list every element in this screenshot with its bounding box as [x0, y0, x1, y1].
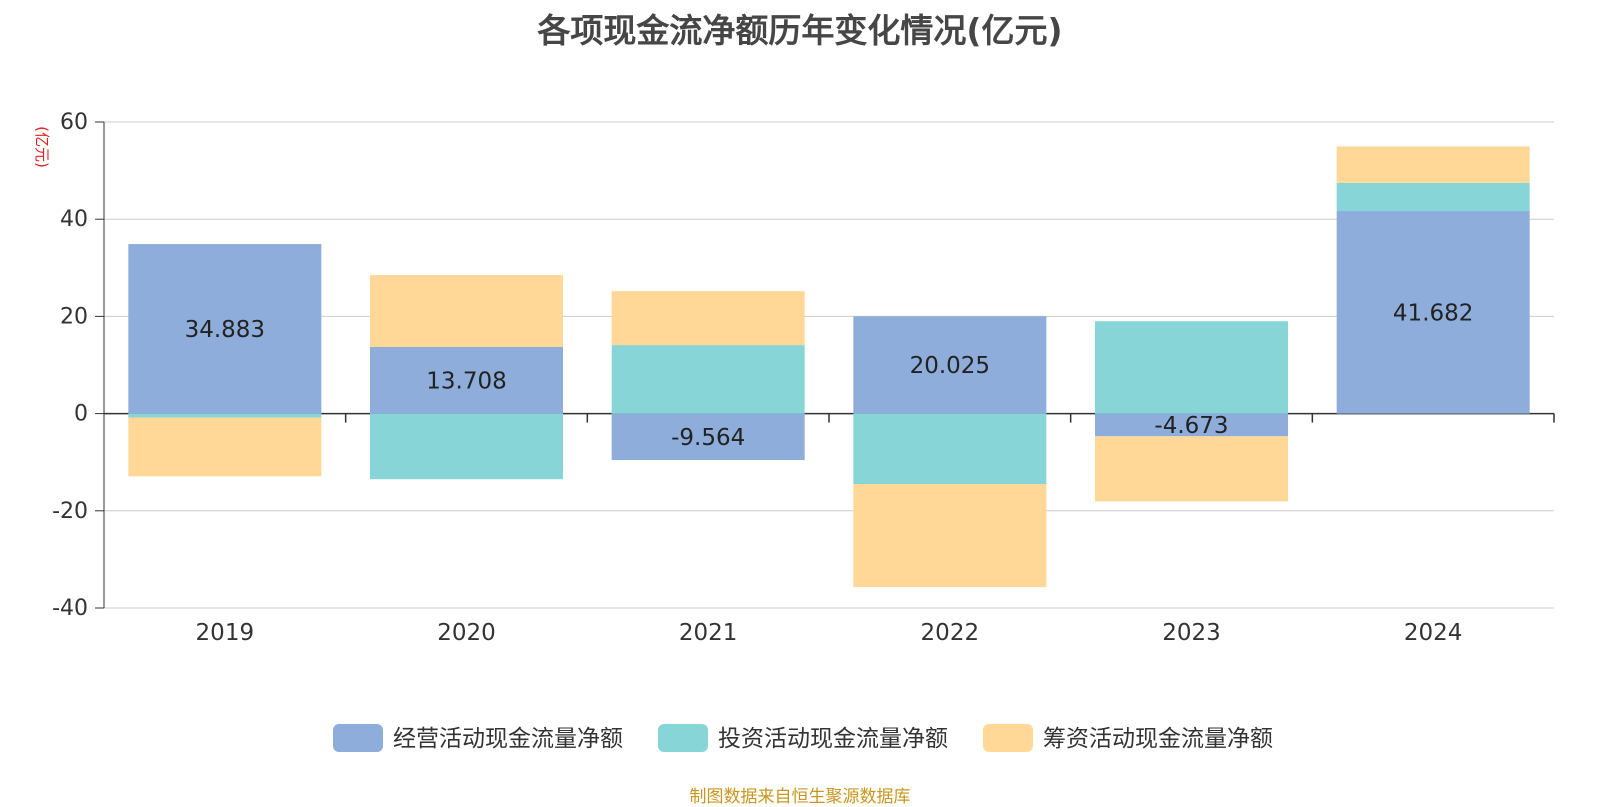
y-tick-label: 60 — [60, 110, 88, 135]
bar-investing-2023 — [1095, 321, 1288, 414]
legend-swatch — [983, 724, 1033, 752]
bar-investing-2021 — [611, 345, 805, 414]
data-label: 13.708 — [426, 368, 506, 394]
bar-financing-2022 — [853, 484, 1047, 588]
bar-operating-2022 — [853, 316, 1047, 414]
data-label: 20.025 — [910, 353, 990, 379]
bar-financing-2021 — [611, 291, 805, 346]
chart-title: 各项现金流净额历年变化情况(亿元) — [537, 11, 1063, 50]
legend-label: 经营活动现金流量净额 — [393, 726, 623, 752]
bar-investing-2020 — [370, 413, 563, 480]
bar-financing-2020 — [370, 275, 563, 347]
data-label: 41.682 — [1393, 300, 1473, 326]
legend-label: 筹资活动现金流量净额 — [1043, 726, 1273, 752]
x-tick-label: 2023 — [1162, 620, 1221, 646]
y-tick-label: -40 — [52, 596, 88, 621]
bar-financing-2019 — [128, 417, 322, 477]
x-tick-label: 2022 — [921, 620, 980, 646]
y-tick-label: 40 — [60, 207, 88, 232]
y-tick-label: 0 — [74, 402, 88, 427]
data-label: 34.883 — [185, 317, 265, 343]
source-note: 制图数据来自恒生聚源数据库 — [689, 787, 911, 807]
x-tick-label: 2019 — [196, 620, 255, 646]
x-tick-label: 2021 — [679, 620, 738, 646]
bar-operating-2020 — [370, 346, 563, 414]
bar-investing-2019 — [128, 413, 322, 418]
legend-label: 投资活动现金流量净额 — [718, 726, 948, 752]
bar-investing-2024 — [1336, 182, 1530, 212]
bar-financing-2023 — [1095, 436, 1288, 502]
y-tick-label: -20 — [52, 499, 88, 524]
x-tick-label: 2024 — [1404, 620, 1463, 646]
y-unit-label: (亿元) — [33, 126, 51, 168]
legend-swatch — [333, 724, 383, 752]
x-tick-label: 2020 — [437, 620, 496, 646]
bar-operating-2021 — [611, 413, 805, 461]
bar-operating-2023 — [1095, 413, 1288, 437]
bar-operating-2024 — [1336, 211, 1530, 414]
data-label: -4.673 — [1154, 413, 1228, 439]
data-label: -9.564 — [671, 425, 745, 451]
bar-operating-2019 — [128, 244, 322, 414]
legend-swatch — [658, 724, 708, 752]
y-tick-label: 20 — [60, 304, 88, 329]
bar-financing-2024 — [1336, 146, 1530, 183]
bar-investing-2022 — [853, 413, 1047, 485]
